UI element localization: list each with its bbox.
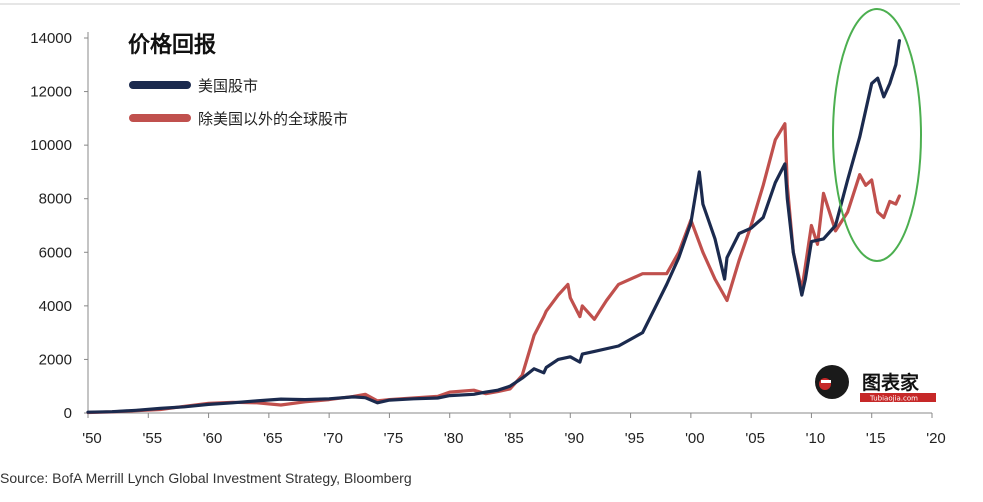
x-tick-label: '15 xyxy=(866,430,886,447)
logo-mascot-icon xyxy=(815,365,849,399)
highlight-ellipse xyxy=(832,8,922,262)
x-tick-label: '50 xyxy=(82,430,102,447)
x-tick-label: '80 xyxy=(444,430,464,447)
x-tick-label: '70 xyxy=(323,430,343,447)
y-axis-tick-labels: 0 2000 4000 6000 8000 10000 12000 14000 xyxy=(30,30,72,422)
source-note: Source: BofA Merrill Lynch Global Invest… xyxy=(0,470,412,486)
y-tick-label: 12000 xyxy=(30,84,72,101)
x-tick-label: '05 xyxy=(745,430,765,447)
x-tick-label: '55 xyxy=(143,430,163,447)
x-tick-label: '60 xyxy=(203,430,223,447)
x-tick-label: '75 xyxy=(384,430,404,447)
y-tick-label: 2000 xyxy=(39,351,72,368)
y-tick-label: 8000 xyxy=(39,191,72,208)
x-axis-tick-labels: '50 '55 '60 '65 '70 '75 '80 '85 '90 '95 '00 '05 '10 '… xyxy=(82,430,946,447)
watermark-subtext: Tubiaojia.com xyxy=(869,395,918,403)
x-tick-label: '65 xyxy=(263,430,283,447)
y-tick-label: 4000 xyxy=(39,298,72,315)
legend: 美国股市 除美国以外的全球股市 xyxy=(129,77,348,128)
x-tick-label: '20 xyxy=(926,430,946,447)
series-line-us xyxy=(86,39,901,414)
watermark-logo: 图表家 Tubiaojia.com xyxy=(815,365,936,403)
y-tick-label: 6000 xyxy=(39,244,72,261)
axes xyxy=(0,3,960,418)
x-tick-label: '85 xyxy=(504,430,524,447)
x-tick-label: '90 xyxy=(565,430,585,447)
series-lines xyxy=(86,39,901,415)
y-tick-label: 14000 xyxy=(30,30,72,47)
chart-title: 价格回报 xyxy=(128,32,216,58)
x-tick-label: '00 xyxy=(685,430,705,447)
x-tick-label: '95 xyxy=(625,430,645,447)
x-tick-label: '10 xyxy=(806,430,826,447)
legend-label-world: 除美国以外的全球股市 xyxy=(198,110,348,128)
watermark-text: 图表家 xyxy=(862,371,920,394)
legend-label-us: 美国股市 xyxy=(198,77,258,95)
y-tick-label: 0 xyxy=(64,405,72,422)
series-line-world xyxy=(86,122,901,415)
y-tick-label: 10000 xyxy=(30,137,72,154)
